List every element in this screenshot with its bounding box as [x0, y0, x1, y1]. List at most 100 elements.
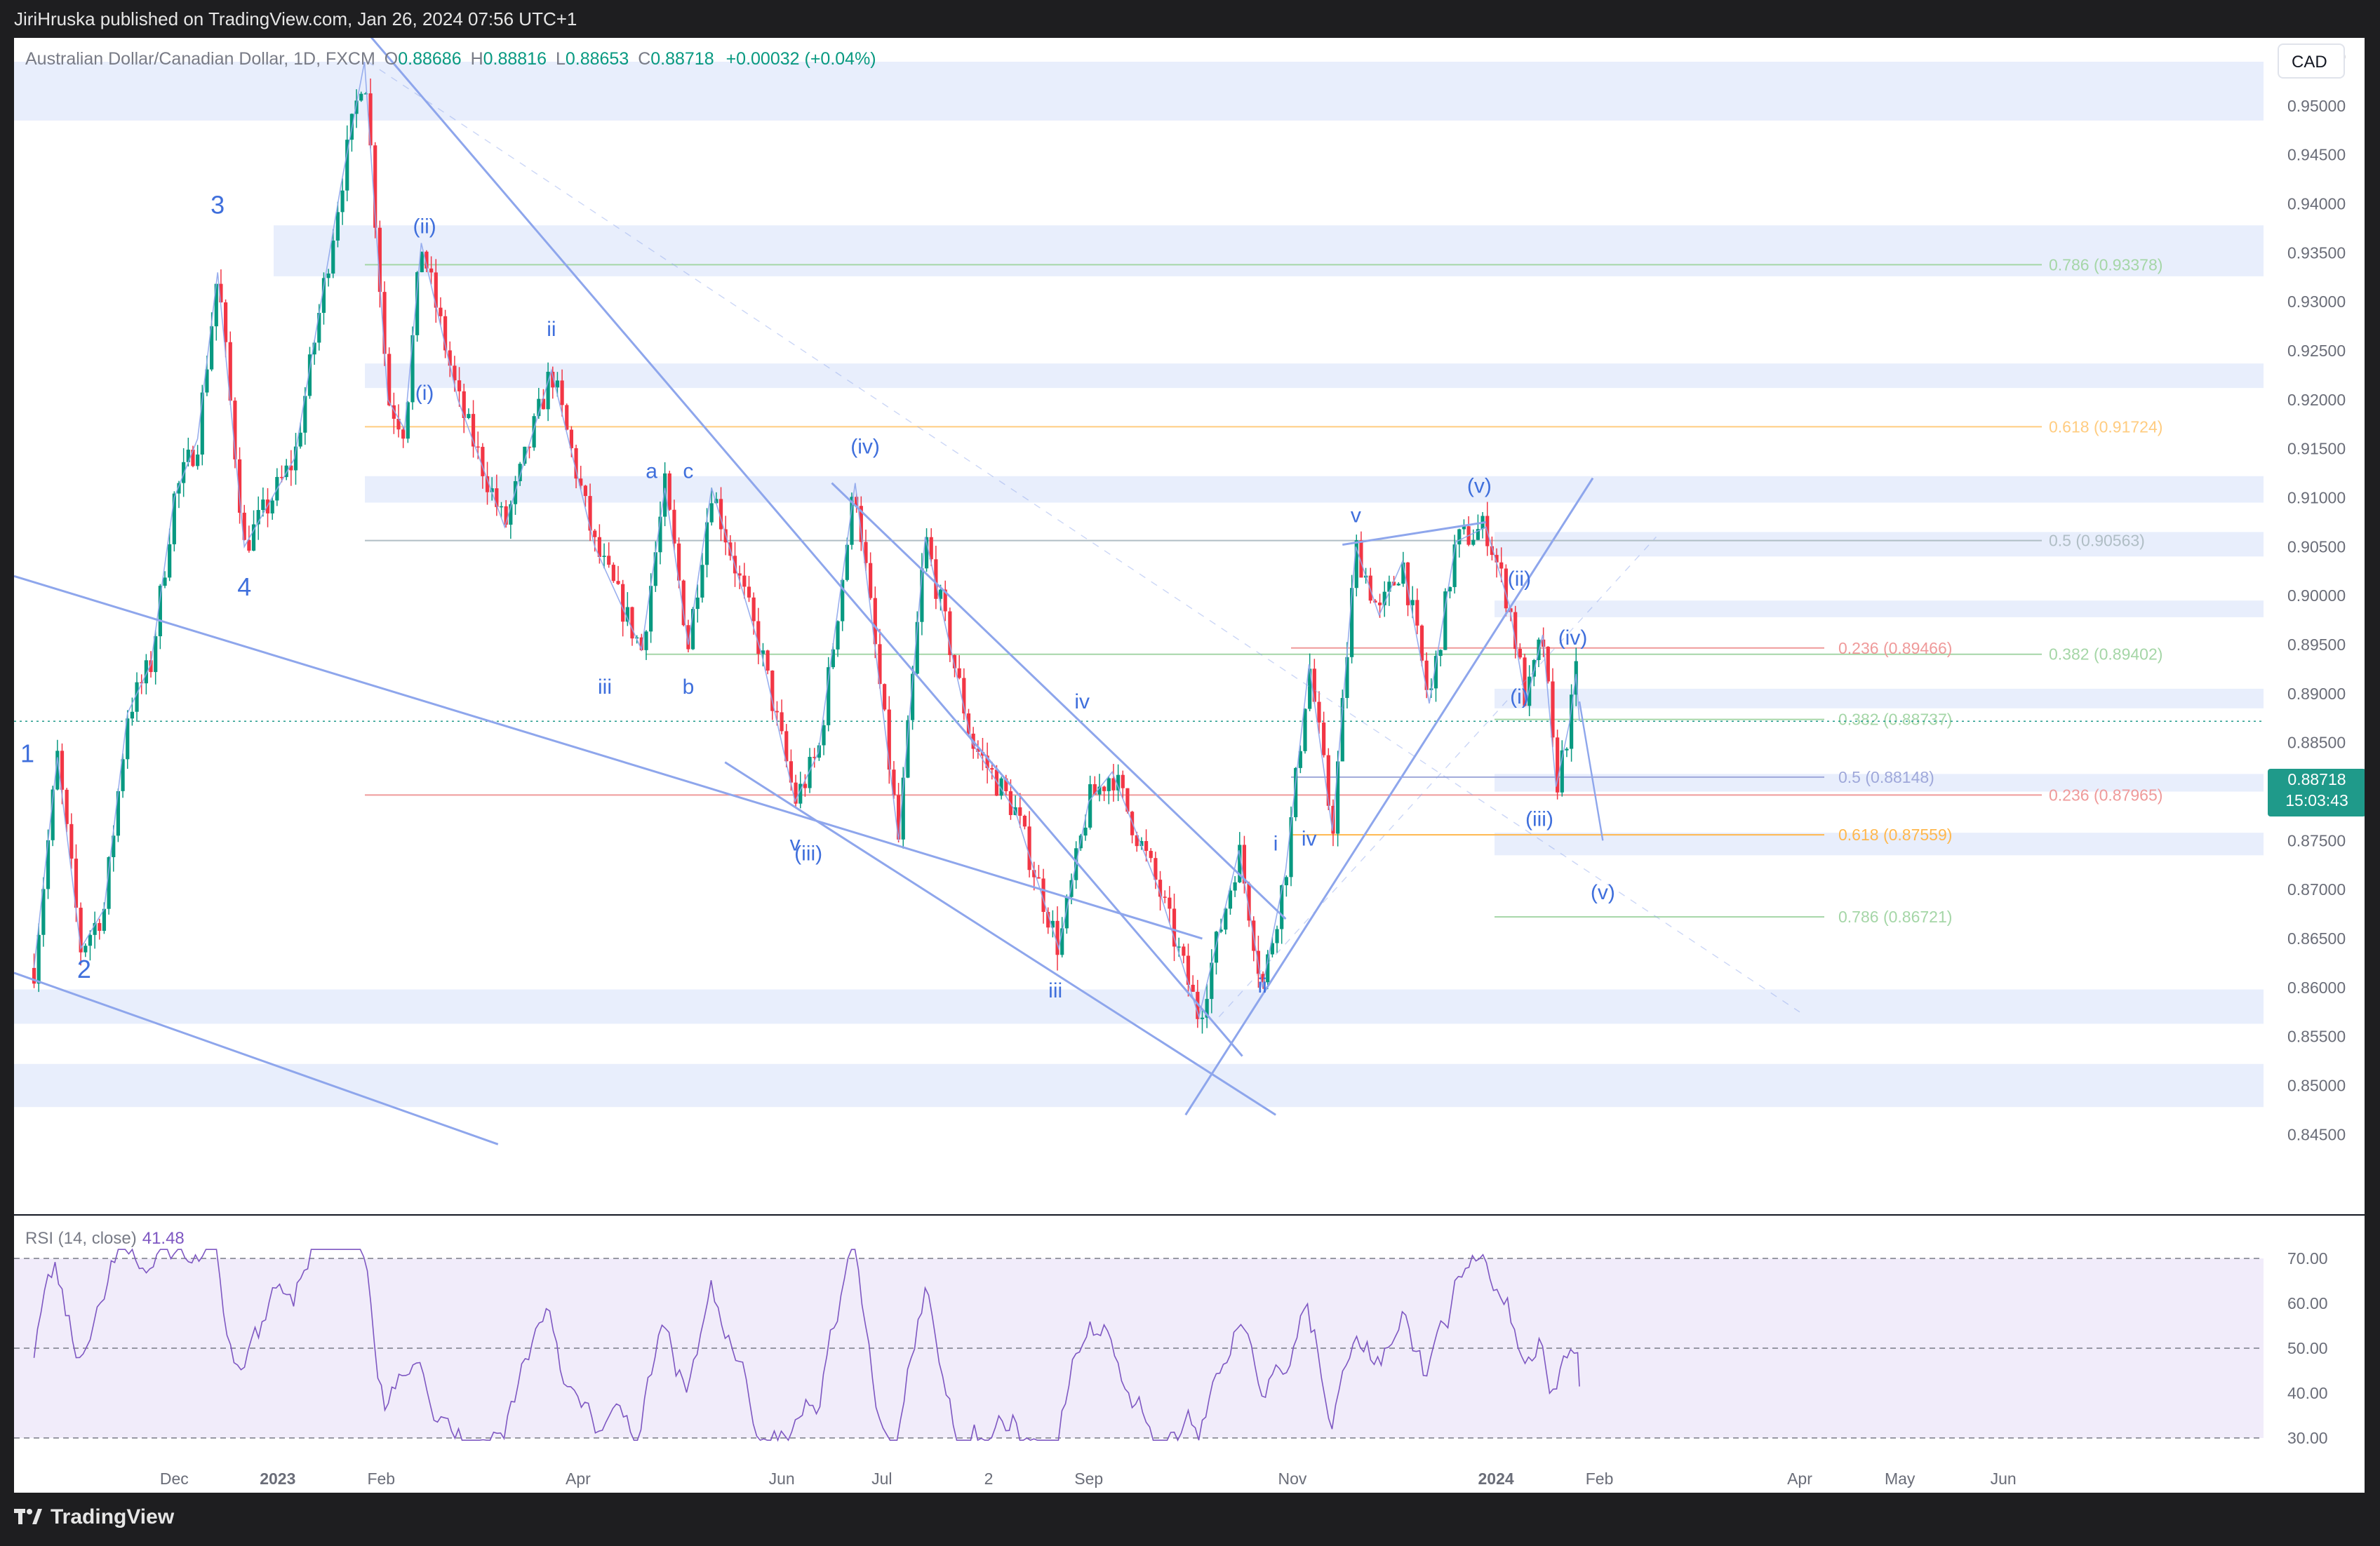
fib-label-0.786: 0.786 (0.93378)	[2049, 255, 2162, 274]
candle-body	[457, 380, 462, 391]
candle-body	[667, 473, 671, 510]
x-tick-label: Jun	[1991, 1470, 2017, 1488]
candle-body	[163, 577, 167, 586]
trendline-1	[14, 574, 1203, 940]
candle-body	[630, 607, 634, 639]
candle-body	[415, 272, 420, 335]
candle-body	[1396, 584, 1400, 586]
trendline-3	[724, 761, 1276, 1116]
rsi-label[interactable]: RSI (14, close)	[25, 1229, 137, 1248]
wave-label: (iv)	[1558, 626, 1588, 650]
candle-body	[1177, 946, 1181, 948]
candle-body	[279, 476, 284, 478]
candle-body	[321, 278, 326, 314]
tradingview-brand: TradingView	[51, 1505, 175, 1528]
candle-body	[1158, 880, 1163, 897]
candle-body	[929, 537, 933, 560]
wave-label: 3	[210, 191, 225, 220]
candle-body	[121, 759, 125, 791]
y-tick-label: 0.91000	[2287, 489, 2346, 507]
tradingview-logo[interactable]: TradingView	[14, 1505, 174, 1529]
fib-label-0.786: 0.786 (0.86721)	[1838, 908, 1952, 926]
highlight-zone-3	[365, 476, 2264, 503]
candle-body	[985, 755, 989, 768]
candle-body	[658, 516, 662, 553]
footer: TradingView	[0, 1493, 2380, 1546]
candle-body	[1546, 647, 1550, 682]
candle-body	[256, 510, 260, 525]
candle-body	[794, 782, 798, 804]
candle-body	[1495, 555, 1499, 563]
candle-body	[883, 684, 887, 710]
candles-group	[32, 78, 1578, 1034]
candle-body	[761, 650, 766, 654]
candle-body	[704, 522, 709, 565]
candle-body	[485, 476, 490, 492]
candle-body	[504, 506, 508, 525]
candle-body	[1391, 582, 1396, 586]
y-tick-label: 0.88500	[2287, 734, 2346, 752]
candle-body	[766, 650, 770, 671]
trendline-4	[831, 482, 1287, 920]
wave-label: (iii)	[794, 842, 822, 865]
candle-body	[1326, 755, 1330, 806]
candle-body	[1448, 586, 1452, 592]
candle-body	[307, 354, 312, 396]
candle-body	[541, 398, 546, 410]
symbol-name[interactable]: Australian Dollar/Canadian Dollar, 1D, F…	[25, 49, 375, 69]
x-tick-label: Feb	[1586, 1470, 1614, 1488]
candle-body	[1036, 877, 1041, 879]
low-label: L	[555, 49, 566, 69]
y-tick-label: 0.89000	[2287, 685, 2346, 703]
candle-body	[1462, 526, 1466, 530]
candle-body	[1303, 708, 1307, 751]
candle-body	[845, 544, 849, 580]
candle-body	[242, 512, 246, 540]
candle-body	[1419, 625, 1424, 661]
wave-label: 1	[20, 739, 34, 768]
candle-body	[83, 946, 88, 953]
candle-body	[1415, 600, 1419, 626]
price-chart-svg[interactable]: 0.955000.950000.945000.940000.935000.930…	[14, 38, 2365, 1493]
x-tick-label: Sep	[1074, 1470, 1103, 1488]
candle-body	[878, 644, 882, 685]
candle-body	[1570, 694, 1574, 749]
candle-body	[387, 354, 392, 405]
fib-label-0.382: 0.382 (0.88737)	[1838, 711, 1952, 729]
chart-frame[interactable]: 0.955000.950000.945000.940000.935000.930…	[14, 38, 2365, 1493]
candle-body	[1410, 600, 1415, 605]
candle-body	[565, 405, 569, 430]
candle-body	[228, 342, 232, 401]
candle-body	[168, 544, 172, 578]
candle-body	[382, 292, 387, 354]
candle-body	[1438, 650, 1443, 657]
candle-body	[1556, 737, 1560, 793]
y-tick-label: 0.92500	[2287, 342, 2346, 360]
rsi-tick-label: 40.00	[2287, 1384, 2328, 1402]
candle-body	[751, 597, 756, 621]
wave-label: (v)	[1591, 881, 1615, 904]
wave-label: ii	[547, 318, 556, 341]
candle-body	[289, 465, 293, 471]
candle-body	[135, 682, 139, 712]
candle-body	[298, 432, 302, 447]
candle-body	[906, 720, 910, 778]
candle-body	[126, 718, 130, 760]
candle-body	[864, 542, 868, 563]
candle-body	[1205, 999, 1209, 1018]
candle-body	[897, 795, 901, 840]
candle-body	[1476, 529, 1480, 540]
candle-body	[345, 140, 349, 191]
candle-body	[1111, 778, 1116, 791]
candle-body	[237, 459, 242, 513]
candle-body	[107, 856, 111, 909]
candle-body	[340, 190, 345, 213]
candle-body	[434, 272, 438, 308]
candle-body	[471, 414, 476, 447]
candle-body	[1228, 890, 1233, 909]
candle-body	[65, 789, 69, 824]
currency-button[interactable]: CAD	[2278, 43, 2345, 79]
candle-body	[1373, 600, 1377, 603]
fib-label-0.618: 0.618 (0.87559)	[1838, 826, 1952, 844]
candle-body	[639, 637, 643, 650]
